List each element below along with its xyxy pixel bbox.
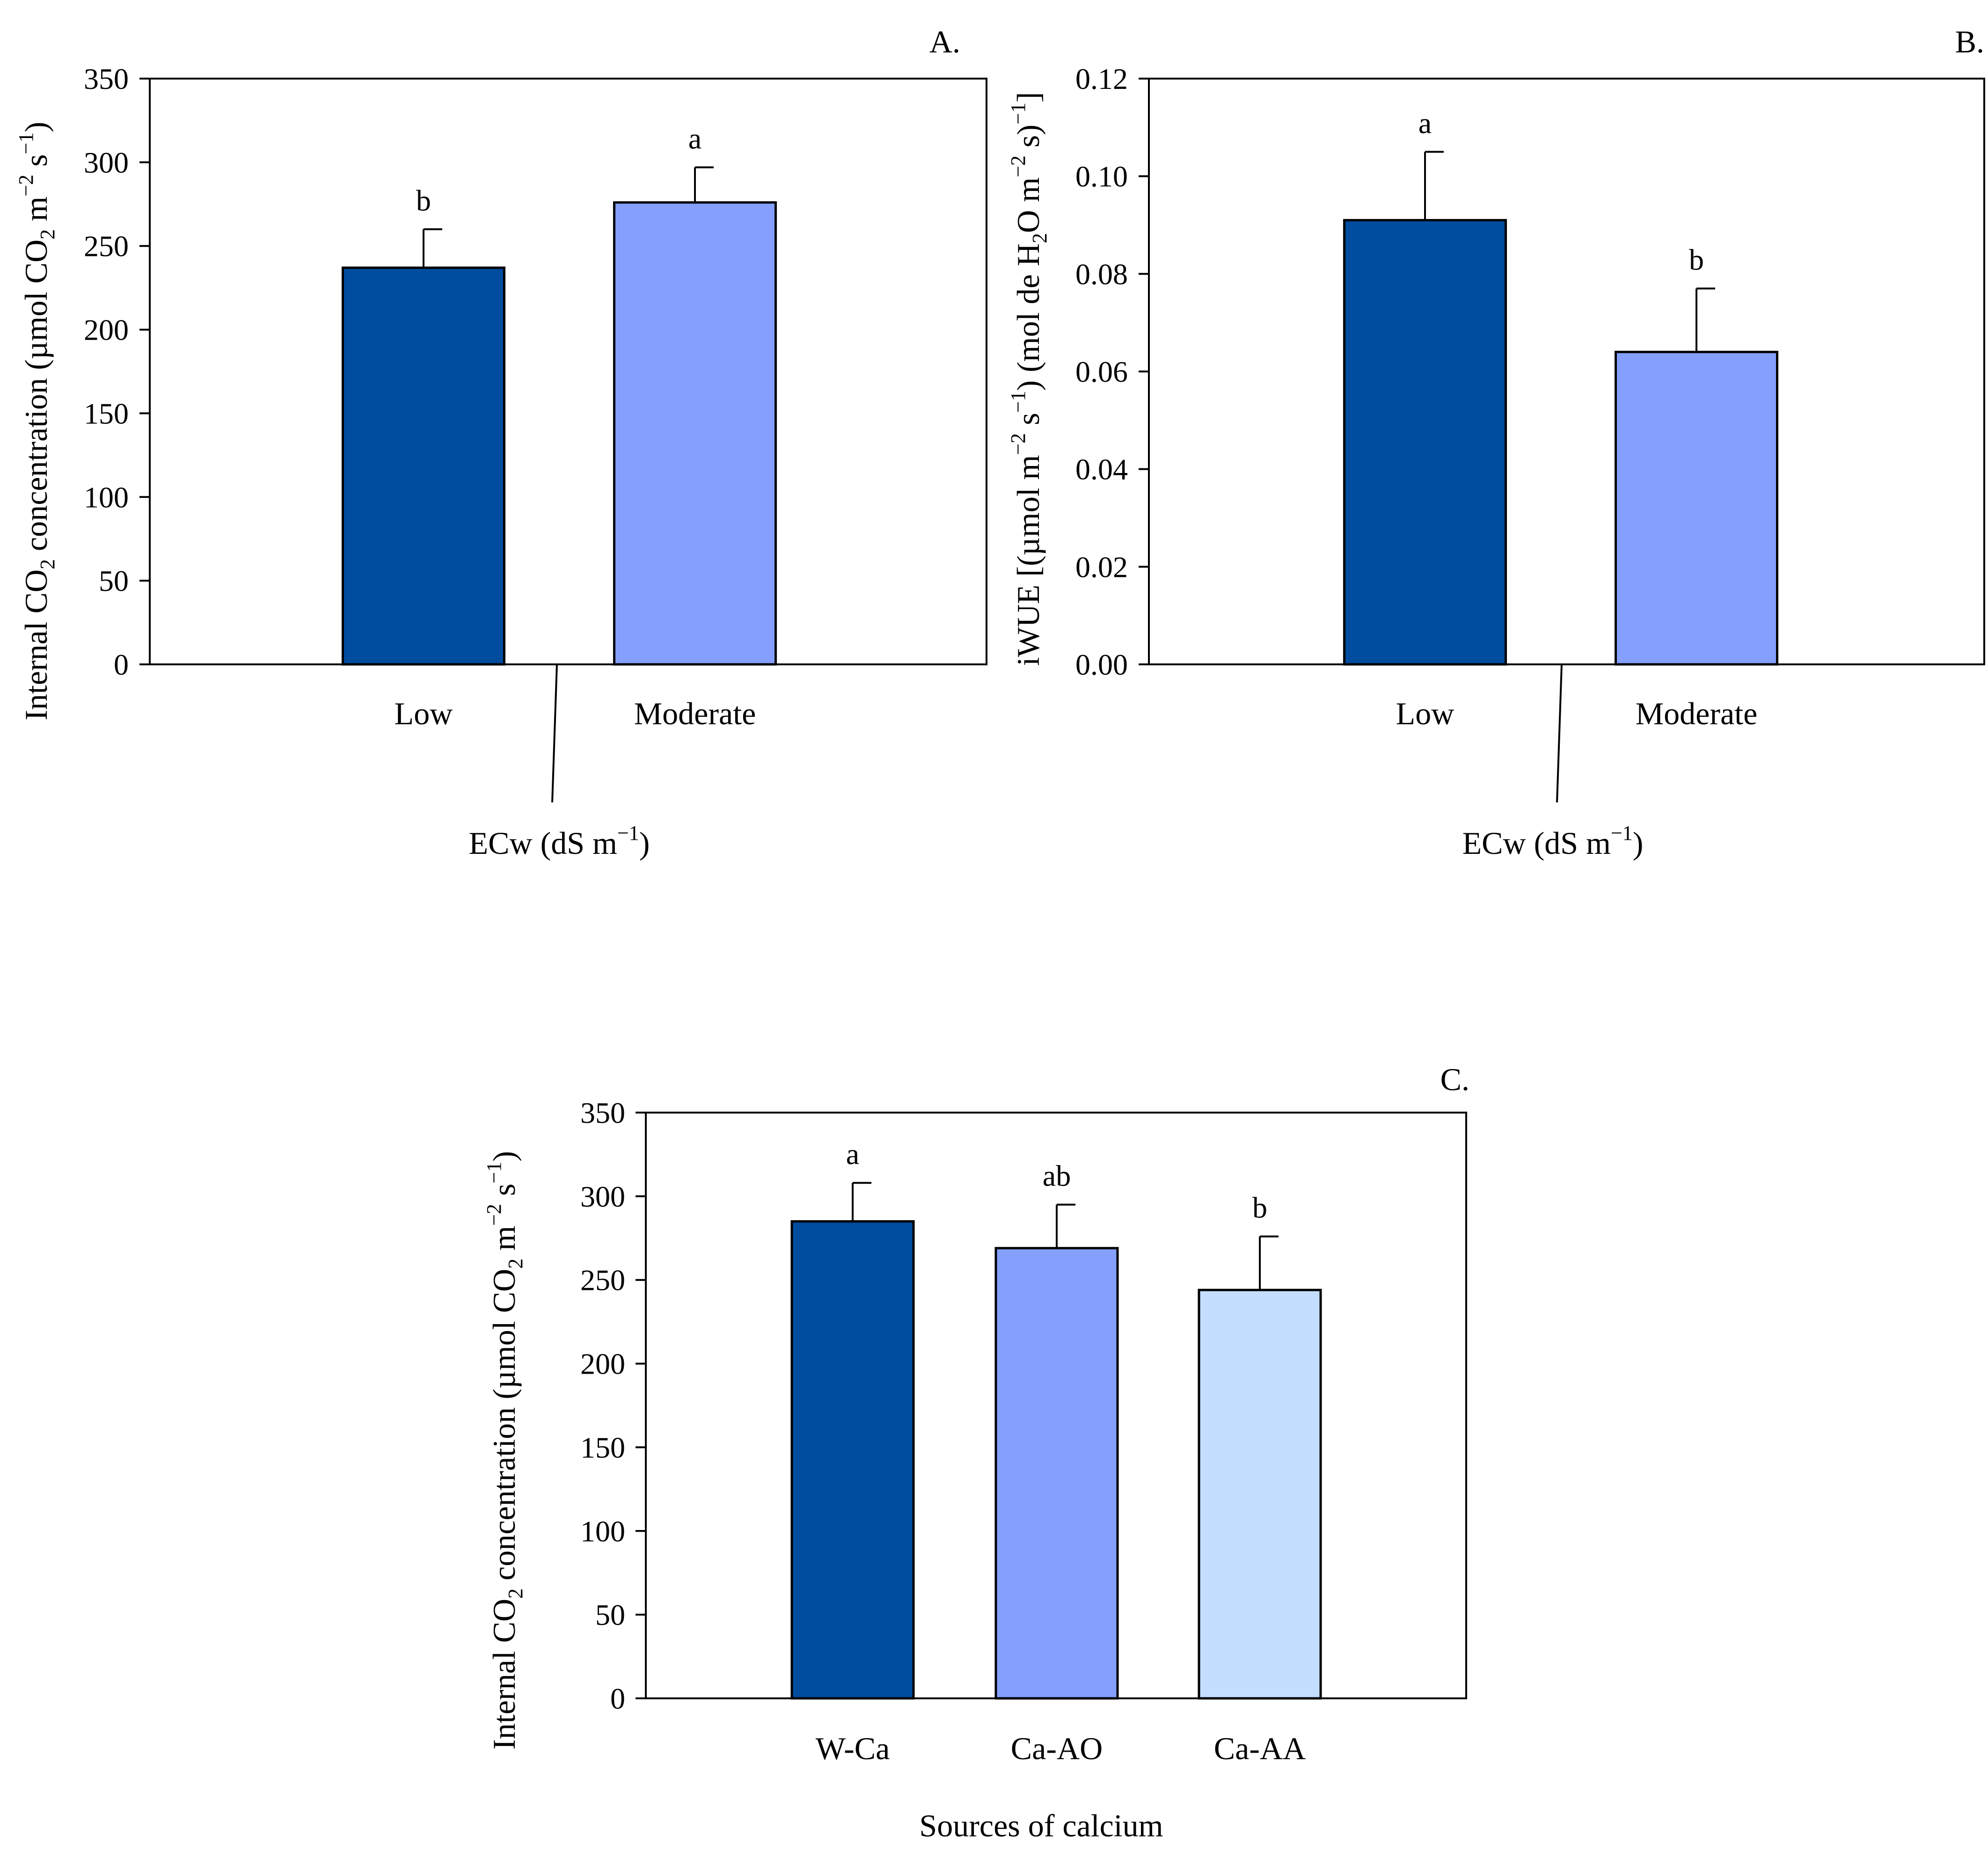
y-tick-label-c: 300 [580, 1180, 625, 1213]
significance-letter-c: b [1252, 1191, 1267, 1224]
category-label-c: Ca-AA [1214, 1731, 1306, 1766]
y-tick-label-b: 0.04 [1075, 453, 1128, 486]
y-tick-label-a: 50 [99, 564, 129, 597]
y-tick-label-a: 250 [84, 230, 129, 263]
category-label-a: Low [395, 696, 453, 731]
significance-letter-c: ab [1043, 1159, 1071, 1193]
significance-letter-b: a [1418, 107, 1432, 140]
y-tick-label-b: 0.10 [1075, 160, 1128, 193]
group-separator-a [551, 664, 558, 803]
y-tick-label-c: 0 [610, 1682, 625, 1715]
bar-a [342, 266, 505, 666]
category-label-c: Ca-AO [1011, 1731, 1103, 1766]
group-separator-b [1556, 664, 1563, 803]
plot-frame-b [1148, 78, 1985, 665]
x-axis-title-b: ECw (dS m−1) [1462, 822, 1644, 861]
significance-letter-c: a [846, 1137, 859, 1171]
bar-c [1198, 1288, 1322, 1700]
y-tick-label-b: 0.12 [1075, 62, 1128, 95]
significance-letter-a: a [688, 122, 702, 155]
y-tick-label-a: 0 [114, 648, 129, 681]
y-tick-label-b: 0.02 [1075, 550, 1128, 583]
y-tick-label-c: 250 [580, 1264, 625, 1297]
y-tick-label-a: 350 [84, 62, 129, 95]
y-tick-label-b: 0.06 [1075, 355, 1128, 388]
panel-label-c: C. [1440, 1062, 1469, 1097]
bar-c [790, 1220, 915, 1700]
y-tick-label-c: 100 [580, 1514, 625, 1548]
category-label-c: W-Ca [816, 1731, 890, 1766]
y-tick-label-a: 150 [84, 397, 129, 430]
y-tick-label-c: 150 [580, 1431, 625, 1464]
panel-a-marks: 0 50 100 150 200 250 300 350 b Low a Moderate [84, 62, 987, 803]
y-tick-label-a: 300 [84, 146, 129, 179]
panel-b-marks: 0.00 0.02 0.04 0.06 0.08 0.10 0.12 a Low b Moderat… [1075, 62, 1985, 803]
category-label-a: Moderate [634, 696, 756, 731]
y-tick-label-b: 0.00 [1075, 648, 1128, 681]
panel-b: B. 0.00 0.02 0.04 0.06 0.08 0.10 0.12 a Low b Mode… [1007, 24, 1985, 861]
y-tick-label-a: 200 [84, 313, 129, 347]
panel-c-marks: 0 50 100 150 200 250 300 350 a W-Ca ab Ca-AO b Ca-AA [580, 1096, 1467, 1766]
panel-c: C. 0 50 100 150 200 250 300 350 a W-Ca ab Ca-AO b Ca-… [482, 1062, 1469, 1843]
significance-letter-a: b [416, 184, 431, 217]
y-tick-label-a: 100 [84, 480, 129, 514]
y-tick-label-c: 350 [580, 1096, 625, 1129]
y-axis-title-c: Internal CO2 concentration (µmol CO2 m−2… [482, 1151, 527, 1750]
bar-b [1343, 219, 1507, 666]
bar-b [1615, 350, 1778, 666]
y-tick-label-c: 50 [595, 1598, 625, 1631]
category-label-b: Low [1396, 696, 1454, 731]
category-label-b: Moderate [1636, 696, 1758, 731]
panel-label-a: A. [929, 24, 960, 59]
y-axis-title-b: iWUE [(µmol m−2 s−1) (mol de H2O m−2 s)−… [1007, 92, 1051, 666]
panel-a: A. 0 50 100 150 200 250 300 350 b Low a Moderate In… [15, 24, 987, 861]
x-axis-title-c: Sources of calcium [919, 1808, 1163, 1843]
y-tick-label-c: 200 [580, 1347, 625, 1381]
x-axis-title-a: ECw (dS m−1) [469, 822, 650, 861]
significance-letter-b: b [1689, 243, 1704, 277]
plot-frame-a [149, 78, 987, 665]
bar-c [994, 1247, 1119, 1700]
y-tick-label-b: 0.08 [1075, 257, 1128, 291]
panel-label-b: B. [1955, 24, 1984, 59]
y-axis-title-a: Internal CO2 concentration (µmol CO2 m−2… [15, 122, 59, 721]
bar-a [613, 201, 777, 666]
